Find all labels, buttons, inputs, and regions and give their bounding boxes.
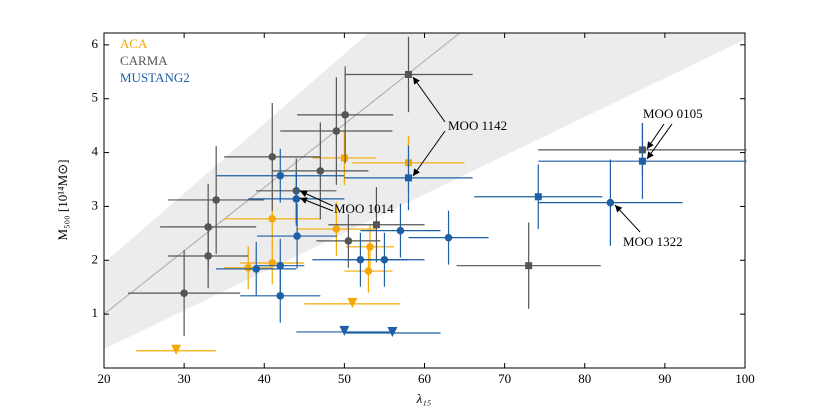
point <box>347 297 358 308</box>
point <box>316 167 325 175</box>
point <box>276 261 285 270</box>
annotation: MOO 0105 <box>643 106 703 121</box>
x-tick-label: 20 <box>98 371 111 386</box>
y-axis-label: M₅₀₀ [10¹⁴M⊙] <box>55 160 70 241</box>
annotation: MOO 1142 <box>448 118 507 133</box>
point <box>180 289 188 297</box>
annotation-arrow <box>646 123 673 160</box>
annotation-arrow <box>412 130 446 177</box>
point <box>332 225 341 233</box>
point <box>339 325 350 336</box>
y-tick-label: 1 <box>92 305 99 320</box>
x-axis-label: λ₁₅ <box>416 391 432 406</box>
annotation-arrow <box>299 190 334 207</box>
point <box>387 326 398 337</box>
point <box>638 157 646 165</box>
point <box>204 252 212 260</box>
point <box>366 243 374 251</box>
x-tick-label: 90 <box>658 371 671 386</box>
point <box>364 267 373 275</box>
y-tick-label: 3 <box>92 197 99 212</box>
annotation-arrow <box>299 197 334 212</box>
point <box>268 259 277 267</box>
y-tick-label: 4 <box>92 144 99 159</box>
y-tick-label: 2 <box>92 251 99 266</box>
point <box>268 215 277 223</box>
point <box>340 154 348 162</box>
point <box>380 255 389 264</box>
point <box>444 233 453 242</box>
point <box>292 195 301 203</box>
x-tick-label: 70 <box>498 371 511 386</box>
x-tick-label: 40 <box>258 371 271 386</box>
annotation-arrow <box>412 76 446 123</box>
y-tick-label: 5 <box>92 90 99 105</box>
point <box>372 221 380 229</box>
point <box>525 262 533 270</box>
point <box>606 198 615 207</box>
x-tick-label: 100 <box>735 371 755 386</box>
point <box>341 111 349 119</box>
x-tick-label: 60 <box>418 371 431 386</box>
point <box>396 226 405 235</box>
point <box>252 265 261 273</box>
point <box>212 196 220 204</box>
point <box>293 232 301 240</box>
legend-label: MUSTANG2 <box>120 70 190 85</box>
annotation: MOO 1322 <box>623 234 683 249</box>
annotation-arrow <box>614 204 641 233</box>
model-band <box>104 33 745 350</box>
x-tick-label: 30 <box>178 371 191 386</box>
point <box>244 264 253 272</box>
annotation-arrow <box>646 123 665 150</box>
point <box>534 193 542 201</box>
point <box>404 70 412 78</box>
point <box>171 344 182 355</box>
point <box>268 153 277 161</box>
point <box>344 237 353 245</box>
point <box>276 292 285 300</box>
point <box>276 171 285 180</box>
annotation: MOO 1014 <box>334 201 394 216</box>
x-tick-label: 80 <box>578 371 591 386</box>
point <box>404 174 412 182</box>
y-tick-label: 6 <box>92 36 99 51</box>
legend-label: ACA <box>120 36 148 51</box>
x-tick-label: 50 <box>338 371 351 386</box>
point <box>332 127 341 135</box>
legend-label: CARMA <box>120 53 168 68</box>
